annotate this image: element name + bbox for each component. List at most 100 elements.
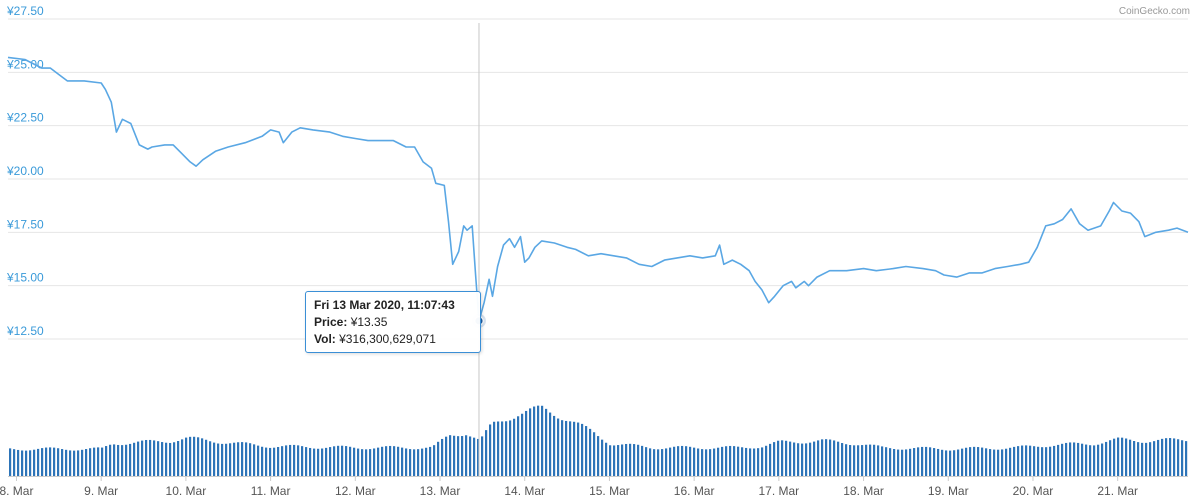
volume-bar — [1133, 441, 1136, 476]
volume-bar — [9, 448, 12, 476]
volume-bar — [465, 435, 468, 476]
volume-bar — [757, 448, 760, 476]
volume-bar — [965, 447, 968, 476]
volume-bar — [265, 447, 268, 476]
volume-bar — [313, 448, 316, 476]
volume-bar — [821, 439, 824, 476]
volume-bar — [129, 443, 132, 476]
volume-bar — [737, 446, 740, 476]
volume-bar — [197, 437, 200, 476]
volume-bar — [773, 442, 776, 476]
volume-bar — [157, 441, 160, 476]
volume-bar — [169, 442, 172, 476]
volume-bar — [561, 420, 564, 476]
volume-bar — [137, 441, 140, 476]
volume-bar — [761, 447, 764, 476]
volume-bar — [1025, 445, 1028, 476]
volume-bar — [713, 448, 716, 476]
volume-bar — [505, 421, 508, 476]
volume-bar — [77, 450, 80, 476]
price-line — [7, 56, 1189, 322]
volume-bar — [633, 444, 636, 476]
volume-bar — [445, 436, 448, 476]
volume-bar — [269, 447, 272, 476]
volume-bar — [221, 443, 224, 476]
volume-bar — [341, 445, 344, 476]
volume-bar — [581, 423, 584, 476]
volume-bar — [549, 412, 552, 476]
volume-bar — [357, 448, 360, 476]
x-tick-label: 8. Mar — [0, 484, 33, 498]
volume-bar — [609, 445, 612, 476]
volume-bar — [209, 441, 212, 476]
volume-bar — [189, 436, 192, 476]
x-tick-label: 19. Mar — [928, 484, 969, 498]
volume-bar — [985, 448, 988, 476]
volume-bar — [185, 437, 188, 476]
volume-bar — [733, 446, 736, 476]
volume-bar — [913, 448, 916, 476]
volume-bar — [829, 439, 832, 476]
volume-bar — [661, 449, 664, 476]
credit-label[interactable]: CoinGecko.com — [1119, 6, 1190, 17]
volume-bar — [917, 447, 920, 476]
volume-bar — [93, 447, 96, 476]
volume-bar — [369, 449, 372, 476]
volume-bar — [421, 448, 424, 476]
volume-bar — [425, 447, 428, 476]
volume-bar — [277, 446, 280, 476]
x-axis-ticks: 8. Mar 9. Mar 10. Mar 11. Mar 12. Mar 13. Mar… — [0, 476, 1188, 498]
volume-bar — [613, 445, 616, 476]
volume-bar — [441, 438, 444, 476]
volume-bar — [109, 444, 112, 476]
volume-bar — [645, 447, 648, 476]
volume-bar — [1169, 438, 1172, 476]
volume-bar — [873, 444, 876, 476]
volume-bar — [953, 450, 956, 476]
volume-bar — [305, 447, 308, 476]
volume-bar — [45, 447, 48, 476]
volume-bar — [481, 436, 484, 476]
volume-bar — [973, 446, 976, 476]
volume-bar — [497, 421, 500, 476]
volume-bar — [961, 448, 964, 476]
volume-bar — [273, 447, 276, 476]
volume-bar — [669, 447, 672, 476]
volume-bar — [1109, 440, 1112, 476]
volume-bar — [937, 448, 940, 476]
volume-bar — [1145, 442, 1148, 476]
tooltip: Fri 13 Mar 2020, 11:07:43 Price: ¥13.35 … — [305, 291, 481, 353]
volume-bar — [437, 441, 440, 476]
volume-bar — [729, 445, 732, 476]
volume-bar — [301, 446, 304, 476]
y-tick-label: ¥25.00 — [6, 57, 44, 71]
volume-bar — [853, 445, 856, 476]
volume-bar — [393, 446, 396, 476]
volume-bar — [353, 447, 356, 476]
volume-bar — [877, 445, 880, 476]
volume-bar — [309, 447, 312, 476]
volume-bar — [957, 449, 960, 476]
tooltip-date: Fri 13 Mar 2020, 11:07:43 — [314, 298, 455, 312]
volume-bar — [1053, 445, 1056, 476]
volume-bar — [397, 446, 400, 476]
volume-bar — [685, 446, 688, 476]
volume-bar — [41, 448, 44, 476]
tooltip-vol-label: Vol: — [314, 332, 336, 346]
volume-bar — [621, 444, 624, 476]
y-tick-label: ¥27.50 — [6, 4, 44, 18]
volume-bar — [1017, 446, 1020, 476]
volume-bar — [417, 449, 420, 476]
volume-bar — [245, 442, 248, 476]
volume-bar — [461, 436, 464, 476]
tooltip-price-row: Price: ¥13.35 — [314, 314, 472, 331]
y-tick-label: ¥20.00 — [6, 164, 44, 178]
volume-bar — [405, 448, 408, 476]
volume-bar — [1001, 449, 1004, 476]
volume-bar — [897, 449, 900, 476]
volume-bar — [689, 446, 692, 476]
volume-bar — [749, 448, 752, 476]
volume-bar — [329, 447, 332, 476]
